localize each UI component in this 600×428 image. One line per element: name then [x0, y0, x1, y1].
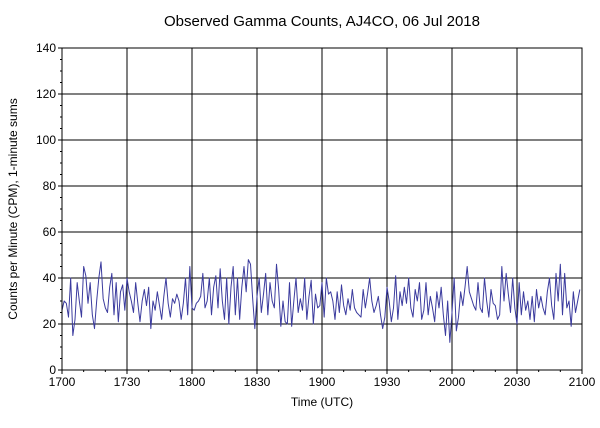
plot-frame: [61, 47, 583, 371]
y-tick-label: 100: [36, 133, 56, 147]
y-axis: 0 20 40 60 80 100 120 140: [36, 41, 62, 377]
x-tick-label: 2000: [439, 375, 466, 389]
x-tick-label: 1830: [244, 375, 271, 389]
x-tick-label: 2100: [569, 375, 596, 389]
x-tick-label: 2030: [504, 375, 531, 389]
x-tick-label: 1730: [114, 375, 141, 389]
y-tick-label: 60: [43, 225, 57, 239]
x-tick-label: 1900: [309, 375, 336, 389]
y-axis-label: Counts per Minute (CPM), 1-minute sums: [6, 98, 20, 319]
x-axis: 1700 1730 1800 1830 1900 1930 2000 2030 2100: [49, 370, 596, 389]
x-tick-label: 1800: [179, 375, 206, 389]
series-layer: [61, 259, 581, 343]
chart-title: Observed Gamma Counts, AJ4CO, 06 Jul 201…: [164, 13, 480, 30]
x-tick-label: 1930: [374, 375, 401, 389]
series-line: [61, 259, 581, 343]
y-tick-label: 80: [43, 179, 57, 193]
y-tick-label: 40: [43, 271, 57, 285]
y-tick-label: 120: [36, 87, 56, 101]
y-tick-label: 0: [49, 363, 56, 377]
y-tick-label: 140: [36, 41, 56, 55]
x-tick-label: 1700: [49, 375, 76, 389]
x-axis-label: Time (UTC): [291, 395, 353, 409]
y-tick-label: 20: [43, 317, 57, 331]
